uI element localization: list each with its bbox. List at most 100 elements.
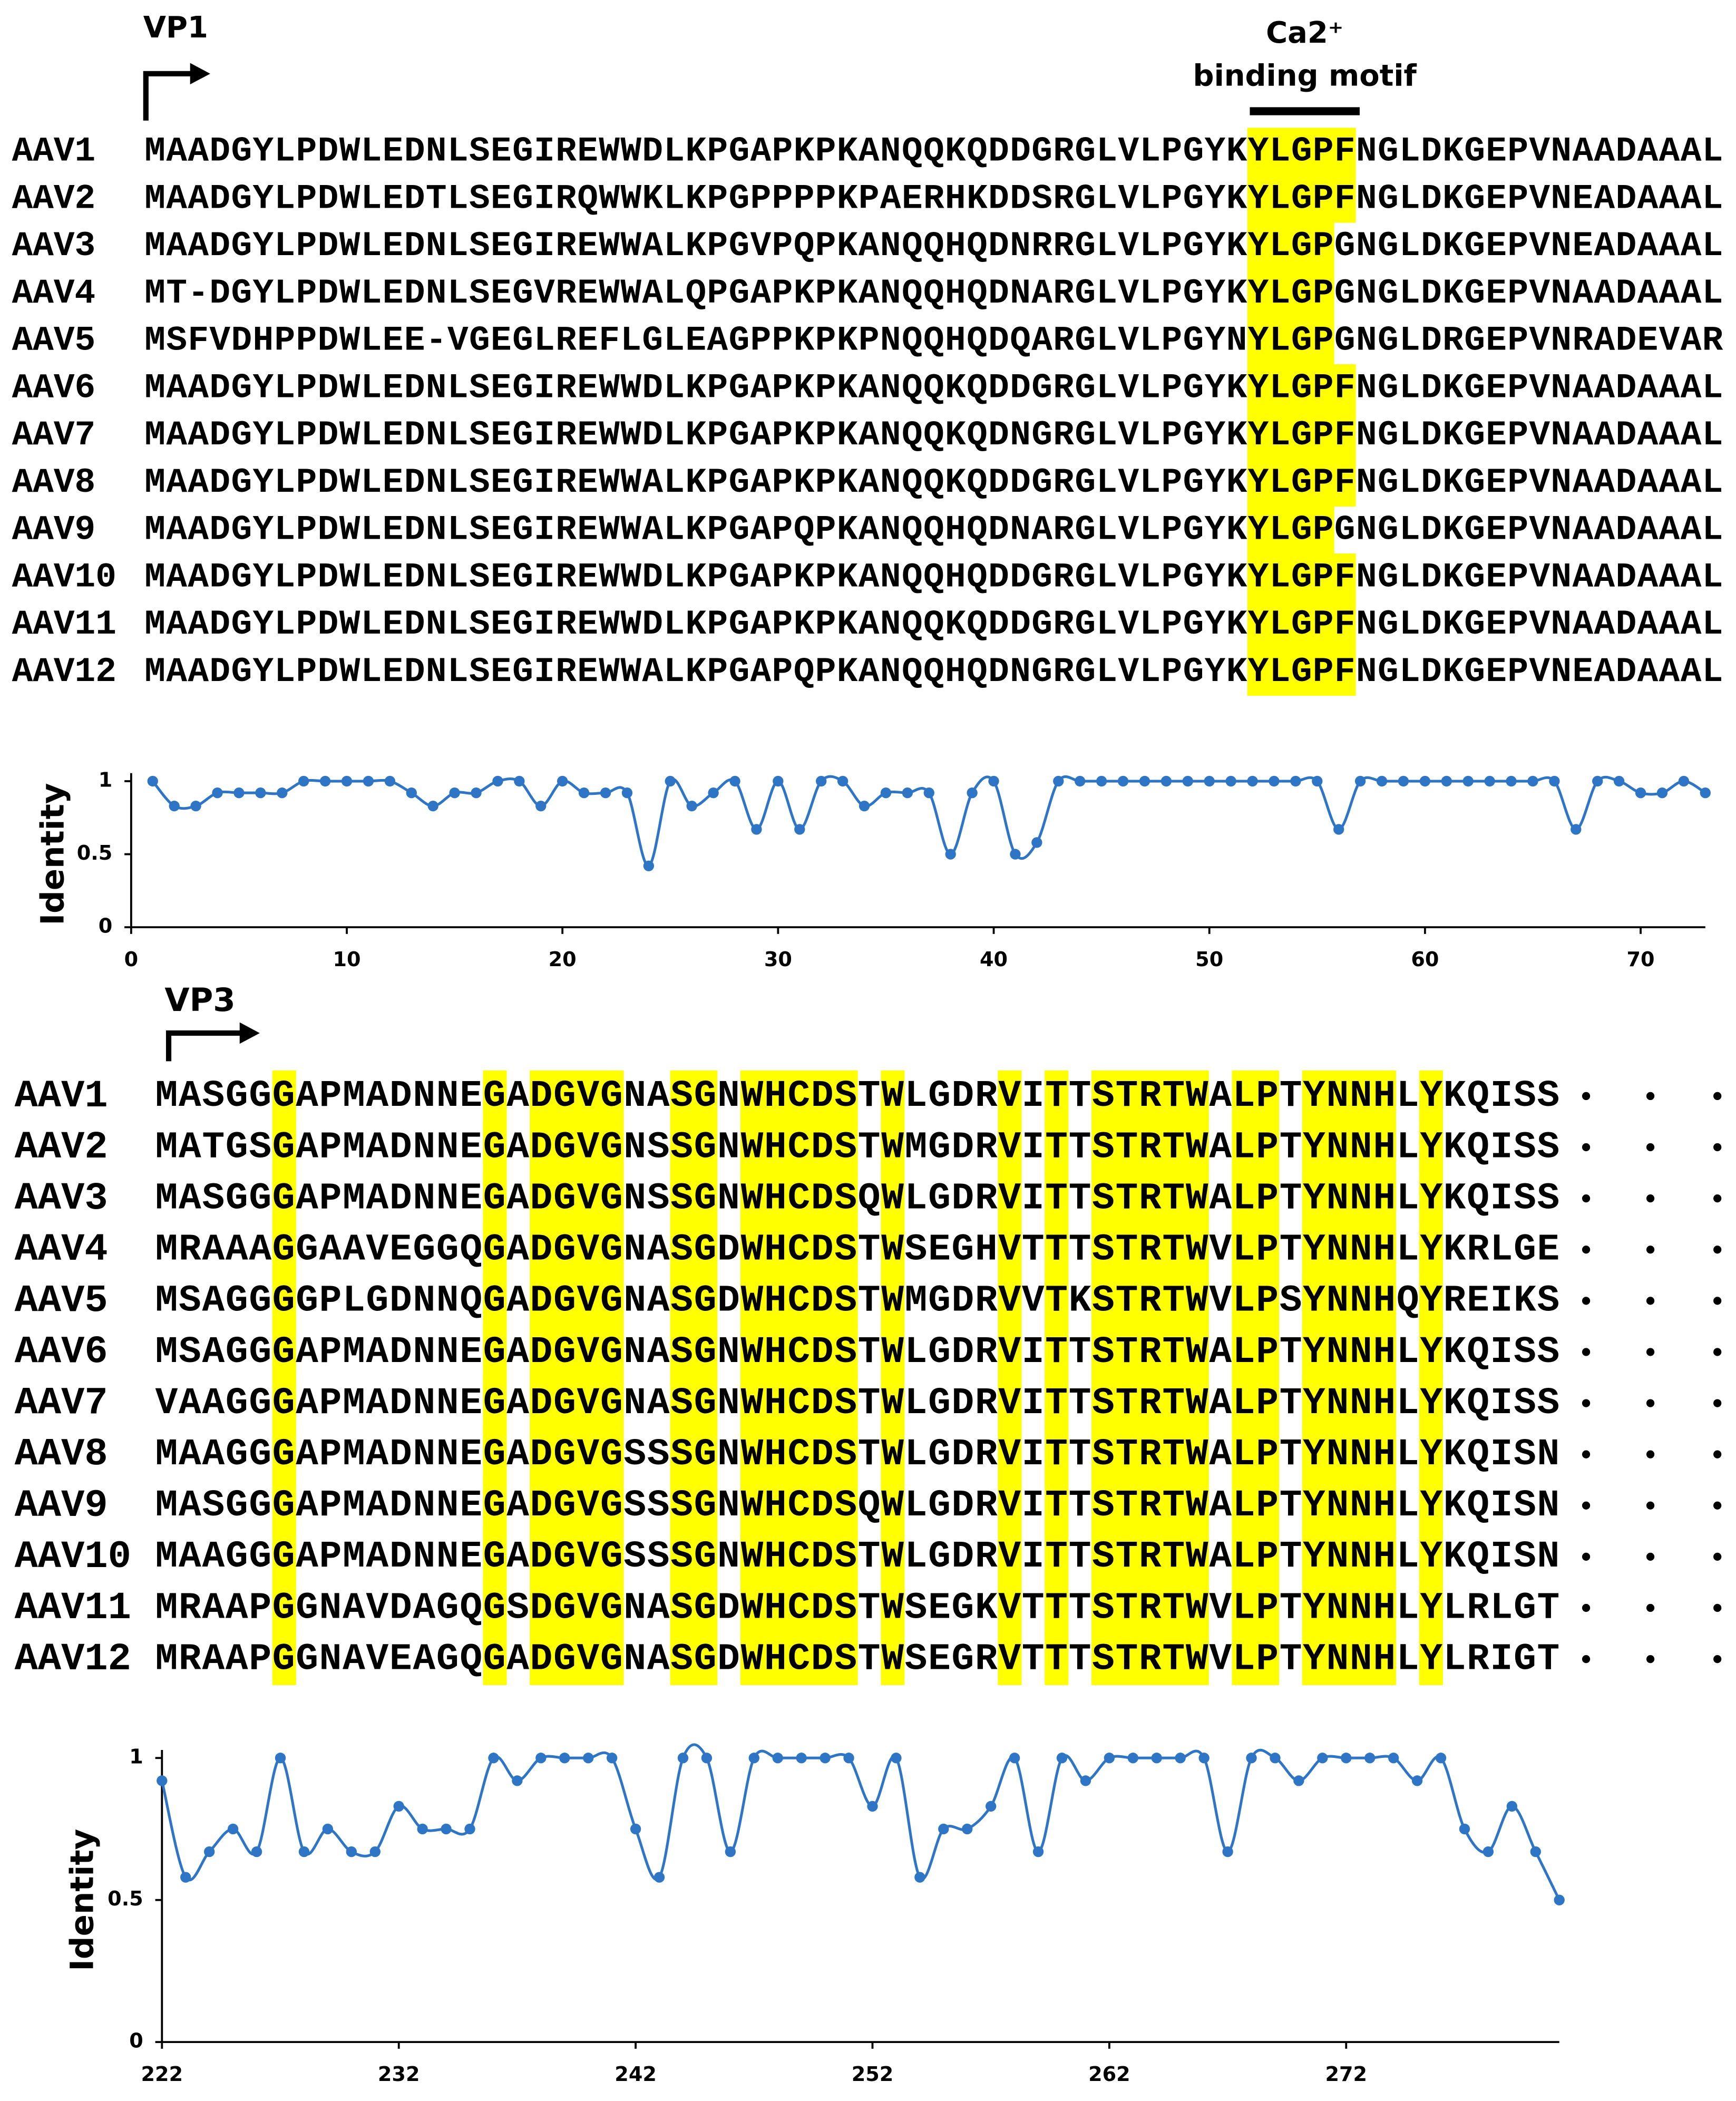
highlight: [1232, 1428, 1256, 1481]
highlight: [1255, 1531, 1280, 1583]
ellipsis-dot: [1713, 1246, 1722, 1254]
identity-point: [1419, 775, 1431, 787]
sequence-name: AAV3: [12, 226, 96, 266]
highlight: [670, 1224, 694, 1276]
highlight: [1091, 1275, 1116, 1327]
highlight: [1138, 1633, 1163, 1685]
highlight: [1269, 459, 1291, 507]
identity-point: [1032, 1846, 1044, 1857]
highlight: [1255, 1070, 1280, 1122]
highlight: [1325, 1224, 1350, 1276]
identity-point: [1010, 849, 1021, 860]
highlight: [1232, 1633, 1256, 1685]
highlight: [530, 1121, 554, 1173]
identity-point: [277, 787, 288, 799]
y-tick-label: 0.5: [108, 1887, 143, 1910]
sequence-name: AAV5: [15, 1279, 108, 1323]
highlight: [1045, 1070, 1069, 1122]
highlight: [811, 1531, 835, 1583]
sequence-name: AAV10: [15, 1535, 131, 1579]
identity-point: [464, 1823, 475, 1835]
highlight: [787, 1121, 811, 1173]
highlight: [811, 1377, 835, 1429]
highlight: [1115, 1070, 1139, 1122]
sequence: MAADGYLPDWLEDNLSEGIREWWDLKPGAPKPKANQQKQD…: [144, 132, 1723, 171]
highlight: [1115, 1531, 1139, 1583]
highlight: [694, 1121, 718, 1173]
highlight: [1115, 1377, 1139, 1429]
highlight: [1302, 1582, 1326, 1634]
identity-point: [1635, 787, 1646, 799]
identity-point: [1246, 1753, 1257, 1764]
ellipsis-dot: [1713, 1399, 1722, 1407]
highlight: [1419, 1428, 1443, 1481]
identity-point: [820, 1753, 831, 1764]
highlight: [1419, 1480, 1443, 1532]
highlight: [1333, 411, 1356, 460]
ellipsis-dot: [1582, 1450, 1591, 1458]
highlight: [1325, 1428, 1350, 1481]
ellipsis-dot: [1713, 1092, 1722, 1101]
highlight: [811, 1173, 835, 1224]
motif-subtitle: binding motif: [1193, 59, 1417, 93]
ellipsis-dot: [1646, 1501, 1655, 1510]
y-tick-label: 0: [99, 915, 113, 938]
highlight: [1115, 1121, 1139, 1173]
highlight: [1045, 1633, 1069, 1685]
highlight: [530, 1326, 554, 1378]
highlight: [670, 1531, 694, 1583]
highlight: [1325, 1121, 1350, 1173]
x-tick-label: 70: [1627, 948, 1655, 971]
highlight: [1232, 1173, 1256, 1224]
highlight: [272, 1070, 296, 1122]
highlight: [553, 1531, 577, 1583]
highlight: [1312, 600, 1334, 649]
y-tick-label: 0.5: [77, 841, 113, 864]
highlight: [881, 1480, 905, 1532]
highlight: [1302, 1326, 1326, 1378]
highlight: [811, 1480, 835, 1532]
highlight: [1185, 1173, 1209, 1224]
highlight: [1349, 1480, 1373, 1532]
highlight: [764, 1428, 788, 1481]
x-tick-label: 0: [124, 948, 139, 971]
highlight: [1372, 1224, 1397, 1276]
highlight: [1232, 1121, 1256, 1173]
identity-point: [1139, 775, 1150, 787]
highlight: [1269, 317, 1291, 365]
identity-point: [1398, 775, 1409, 787]
highlight: [881, 1326, 905, 1378]
highlight: [881, 1531, 905, 1583]
identity-point: [1031, 837, 1042, 848]
highlight: [1290, 648, 1313, 696]
highlight: [811, 1070, 835, 1122]
highlight: [1302, 1275, 1326, 1327]
highlight: [1290, 317, 1313, 365]
highlight: [1045, 1480, 1069, 1532]
identity-point: [1127, 1753, 1138, 1764]
highlight: [553, 1582, 577, 1634]
highlight: [1269, 648, 1291, 696]
x-tick-label: 222: [141, 2063, 183, 2086]
highlight: [1349, 1531, 1373, 1583]
vp3-arrowhead: [239, 1022, 260, 1044]
identity-point: [346, 1846, 357, 1857]
identity-point: [938, 1823, 949, 1835]
y-axis-label: Identity: [63, 1829, 101, 1971]
identity-point: [1354, 775, 1366, 787]
highlight: [1091, 1377, 1116, 1429]
highlight: [834, 1326, 858, 1378]
highlight: [1269, 128, 1291, 176]
highlight: [1312, 364, 1334, 412]
highlight: [694, 1582, 718, 1634]
highlight: [1419, 1326, 1443, 1378]
highlight: [1247, 317, 1270, 365]
highlight: [1290, 600, 1313, 649]
highlight: [576, 1173, 601, 1224]
highlight: [483, 1633, 507, 1685]
highlight: [1045, 1377, 1069, 1429]
highlight: [1333, 128, 1356, 176]
highlight: [834, 1428, 858, 1481]
sequence-name: AAV12: [12, 652, 116, 692]
highlight: [694, 1224, 718, 1276]
